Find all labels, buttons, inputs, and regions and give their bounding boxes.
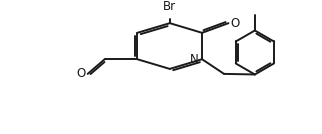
Text: Br: Br: [163, 0, 176, 13]
Text: N: N: [190, 53, 199, 66]
Text: O: O: [231, 17, 240, 30]
Text: O: O: [76, 67, 85, 80]
